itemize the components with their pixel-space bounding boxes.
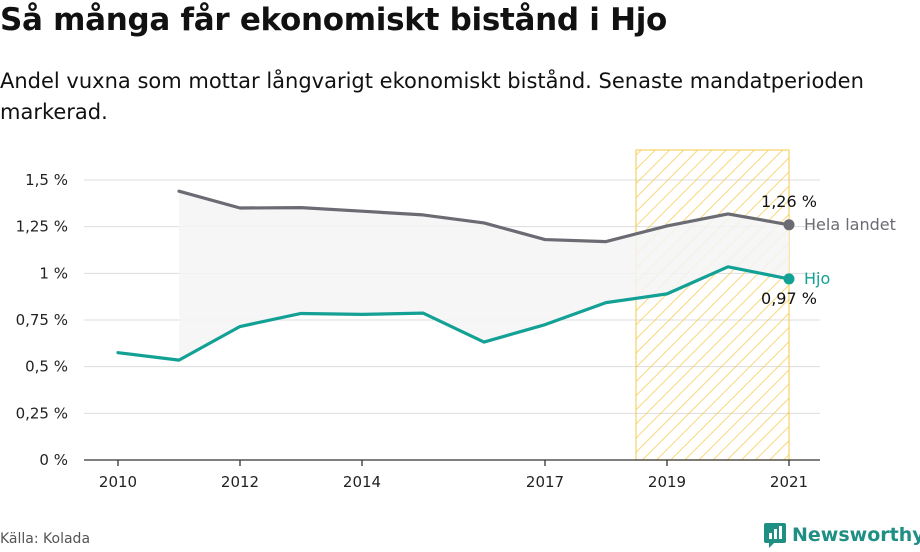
source-note: Källa: Kolada <box>0 531 91 547</box>
series-label-hela-landet: Hela landet <box>804 215 896 234</box>
y-tick-label: 1 % <box>39 264 68 282</box>
x-tick-label: 2010 <box>99 473 137 491</box>
newsworthy-icon <box>764 523 786 548</box>
y-tick-label: 0 % <box>39 451 68 469</box>
y-tick-label: 0,75 % <box>16 311 68 329</box>
end-value-hjo: 0,97 % <box>761 289 817 308</box>
x-tick-label: 2014 <box>343 473 381 491</box>
y-tick-label: 1,5 % <box>25 171 68 189</box>
chart-subtitle: Andel vuxna som mottar långvarigt ekonom… <box>0 69 864 124</box>
x-tick-label: 2021 <box>770 473 808 491</box>
line-chart: 0 % 0,25 % 0,5 % 0,75 % 1 % 1,25 % 1,5 % 2010 2… <box>16 149 896 491</box>
series-line-hjo <box>116 265 791 362</box>
brand-name: Newsworthy <box>792 524 920 546</box>
brand-logo: Newsworthy <box>764 519 920 551</box>
gap-area <box>179 191 789 361</box>
end-point-hjo <box>783 273 795 285</box>
end-value-hela-landet: 1,26 % <box>761 192 817 211</box>
x-tick-label: 2019 <box>648 473 686 491</box>
series-line-hela-landet <box>177 189 791 244</box>
y-tick-label: 0,25 % <box>16 404 68 422</box>
series-label-hjo: Hjo <box>804 269 830 288</box>
highlight-period <box>635 149 790 461</box>
end-point-hela-landet <box>783 219 795 231</box>
x-tick-label: 2017 <box>526 473 564 491</box>
x-tick-label: 2012 <box>221 473 259 491</box>
y-tick-label: 0,5 % <box>25 358 68 376</box>
chart-title: Så många får ekonomiskt bistånd i Hjo <box>0 2 668 38</box>
y-tick-label: 1,25 % <box>16 218 68 236</box>
